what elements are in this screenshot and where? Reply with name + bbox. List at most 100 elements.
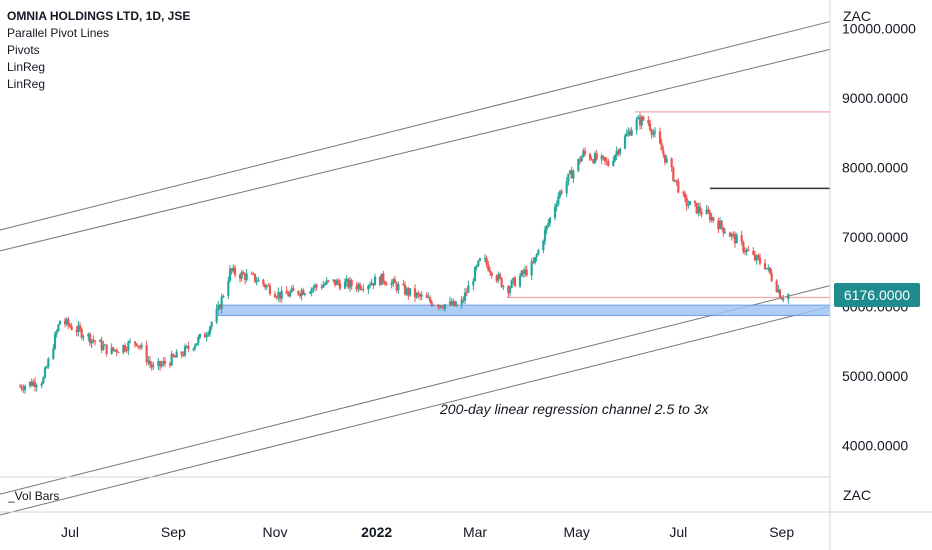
candle-body [478,258,482,261]
candle-body [157,360,160,366]
candle-body [215,308,218,323]
candle-body [43,368,47,378]
candle-body [33,381,37,387]
candle-body [723,232,727,234]
candle-body [152,365,155,368]
candle-body [20,386,23,389]
candle-body [385,283,388,286]
candle-body [182,354,185,356]
y-tick-label: 4000.0000 [842,438,908,454]
candle-body [582,150,585,157]
candle-body [735,235,738,244]
candle-body [350,280,353,286]
indicator-pivots[interactable]: Pivots [7,43,40,57]
candle-body [65,319,68,325]
candle-body [450,301,453,306]
candle-body [147,360,150,363]
candle-body [233,267,237,275]
candle-body [558,191,562,197]
candle-body [163,361,167,364]
candle-body [452,301,455,306]
candle-body [602,155,605,158]
candle-body [325,280,328,285]
candle-body [397,284,400,291]
candle-body [277,292,280,298]
indicator-linreg-1[interactable]: LinReg [7,60,46,74]
candle-body [508,287,512,294]
candle-body [712,217,715,221]
candle-body [595,153,598,160]
candle-body [670,158,673,168]
candle-body [28,381,32,386]
candle-body [403,284,407,295]
candle-body [747,249,750,251]
candle-body [640,116,643,126]
candle-body [532,261,535,263]
candle-body [93,340,97,342]
candle-body [217,305,220,309]
symbol-title[interactable]: OMNIA HOLDINGS LTD, 1D, JSE [7,9,191,23]
candle-body [453,301,457,306]
candle-body [490,272,493,276]
candle-body [228,268,232,281]
candle-body [285,290,288,294]
candle-body [80,328,83,338]
candle-body [787,294,790,300]
candle-body [140,345,143,348]
candle-body [560,191,563,194]
candle-body [245,273,248,280]
candle-body [498,274,502,278]
candle-body [635,119,638,131]
support-zone-box[interactable] [217,304,831,317]
candle-body [728,232,732,237]
x-tick-label: Jul [669,524,687,540]
x-tick-label: Nov [263,524,288,540]
candle-body [648,123,652,130]
candle-body [472,281,475,286]
candle-body [172,354,175,357]
candle-body [460,299,463,305]
candle-body [227,280,230,297]
candle-body [263,284,267,288]
candle-body [193,345,197,349]
candle-body [35,385,38,387]
candle-body [298,294,302,296]
y-tick-label: 5000.0000 [842,368,908,384]
candle-body [368,285,372,287]
candle-body [265,285,268,288]
candle-body [768,267,772,274]
channel-annotation: 200-day linear regression channel 2.5 to… [439,401,710,417]
candle-body [333,279,337,286]
candle-body [42,377,45,384]
candle-body [335,280,338,286]
candle-body [117,352,120,354]
candle-body [483,258,487,260]
volume-indicator-label[interactable]: _Vol Bars [8,489,60,503]
candle-body [593,153,597,164]
candle-body [160,364,163,367]
candle-body [440,305,443,308]
candle-body [380,273,383,285]
indicator-linreg-2[interactable]: LinReg [7,77,46,91]
candle-body [58,320,62,325]
candle-body [113,349,117,351]
candle-body [442,307,445,309]
candle-body [250,273,253,275]
candle-body [137,345,140,347]
candle-body [257,279,260,282]
candle-body [548,217,552,224]
candle-body [688,201,692,205]
candle-body [638,117,642,126]
candle-body [70,326,73,330]
candle-body [175,351,178,358]
candle-body [705,209,708,215]
y-tick-label: 10000.0000 [842,21,916,37]
candle-body [630,130,633,136]
candle-body [407,288,410,296]
indicator-parallel-pivot-lines[interactable]: Parallel Pivot Lines [7,26,110,40]
candle-body [128,341,132,343]
candle-body [238,274,242,279]
candle-body [292,288,295,291]
candle-body [170,354,173,366]
